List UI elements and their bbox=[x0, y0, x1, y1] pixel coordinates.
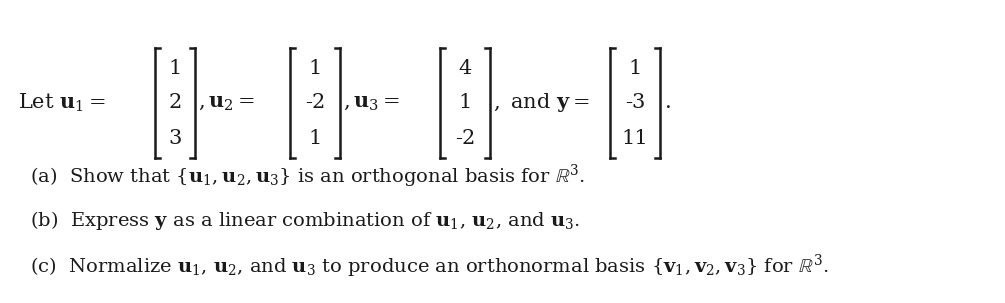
Text: 11: 11 bbox=[622, 128, 648, 148]
Text: (c)  Normalize $\mathbf{u}_1$, $\mathbf{u}_2$, and $\mathbf{u}_3$ to produce an : (c) Normalize $\mathbf{u}_1$, $\mathbf{u… bbox=[30, 252, 828, 280]
Text: 1: 1 bbox=[309, 58, 322, 78]
Text: 3: 3 bbox=[168, 128, 182, 148]
Text: -3: -3 bbox=[625, 94, 645, 112]
Text: Let $\mathbf{u}_1 =$: Let $\mathbf{u}_1 =$ bbox=[18, 92, 106, 114]
Text: (a)  Show that $\{\mathbf{u}_1, \mathbf{u}_2, \mathbf{u}_3\}$ is an orthogonal b: (a) Show that $\{\mathbf{u}_1, \mathbf{u… bbox=[30, 162, 585, 190]
Text: -2: -2 bbox=[305, 94, 326, 112]
Text: 1: 1 bbox=[628, 58, 641, 78]
Text: $,$ and $\mathbf{y} =$: $,$ and $\mathbf{y} =$ bbox=[493, 92, 590, 115]
Text: 2: 2 bbox=[169, 94, 182, 112]
Text: $.$: $.$ bbox=[664, 94, 670, 112]
Text: 4: 4 bbox=[458, 58, 471, 78]
Text: 1: 1 bbox=[309, 128, 322, 148]
Text: (b)  Express $\mathbf{y}$ as a linear combination of $\mathbf{u}_1$, $\mathbf{u}: (b) Express $\mathbf{y}$ as a linear com… bbox=[30, 209, 580, 232]
Text: 1: 1 bbox=[168, 58, 182, 78]
Text: -2: -2 bbox=[455, 128, 475, 148]
Text: $, \mathbf{u}_3 =$: $, \mathbf{u}_3 =$ bbox=[343, 94, 400, 112]
Text: 1: 1 bbox=[458, 94, 471, 112]
Text: $, \mathbf{u}_2 =$: $, \mathbf{u}_2 =$ bbox=[198, 94, 255, 112]
